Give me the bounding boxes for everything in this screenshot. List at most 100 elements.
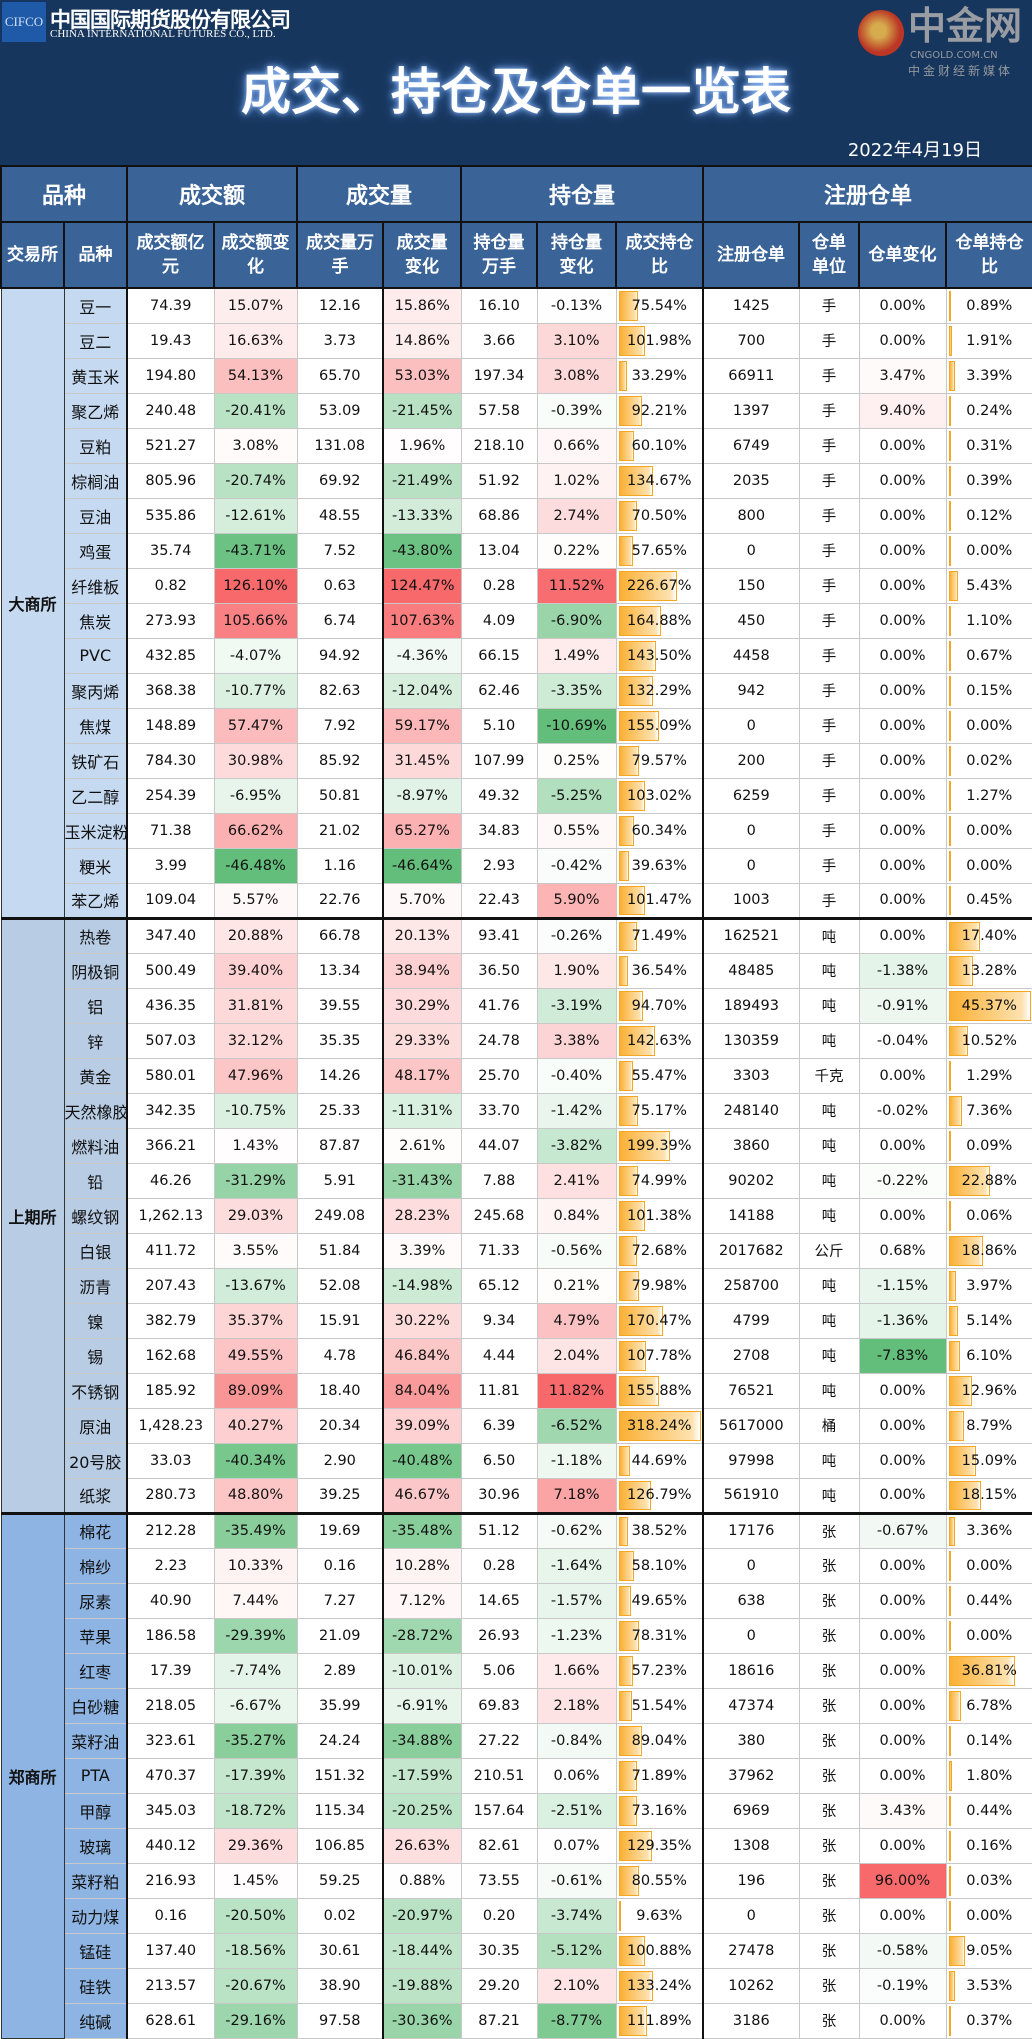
variety-name: 纯碱 <box>63 2002 129 2039</box>
cell-成交额变化: 20.88% <box>213 916 298 954</box>
cell-成交额亿元: 213.57 <box>126 1967 215 2004</box>
cell-成交额变化: 105.66% <box>213 602 298 639</box>
cell-注册仓单: 942 <box>702 672 800 709</box>
cell-成交量万手: 20.34 <box>296 1407 385 1444</box>
data-bar <box>948 1305 958 1336</box>
data-bar <box>948 1410 965 1441</box>
data-bar-value: 78.31% <box>631 1627 687 1644</box>
cell-仓单持仓比: 0.39% <box>945 462 1032 499</box>
cell-仓单变化: 0.00% <box>858 882 947 919</box>
cell-持仓量万手: 41.76 <box>460 987 538 1024</box>
data-bar <box>618 675 653 706</box>
cell-成交持仓比: 38.52% <box>615 1511 705 1549</box>
cell-仓单持仓比: 1.27% <box>945 777 1032 814</box>
cell-成交额亿元: 521.27 <box>126 427 215 464</box>
cell-成交额亿元: 1,262.13 <box>126 1197 215 1234</box>
variety-name: 甲醇 <box>63 1792 129 1829</box>
table-row: 锌 507.03 32.12% 35.35 29.33% 24.78 3.38% 142.63… <box>1 1022 1032 1059</box>
cell-成交量万手: 35.35 <box>296 1022 385 1059</box>
cell-注册仓单: 0 <box>702 1617 800 1654</box>
data-bar <box>948 465 951 496</box>
data-bar <box>618 1865 640 1896</box>
cell-成交持仓比: 33.29% <box>615 357 705 394</box>
group-header-variety: 品种 <box>0 165 129 223</box>
cell-持仓量变化: -8.77% <box>536 2002 617 2039</box>
cell-成交量万手: 15.91 <box>296 1302 385 1339</box>
cell-仓单单位: 手 <box>798 392 860 429</box>
data-bar <box>618 1516 629 1546</box>
cell-成交量变化: 10.28% <box>382 1547 462 1584</box>
cell-注册仓单: 18616 <box>702 1652 800 1689</box>
cell-成交量变化: -4.36% <box>382 637 462 674</box>
data-bar <box>948 1480 982 1510</box>
cell-仓单单位: 张 <box>798 1722 860 1759</box>
cell-仓单变化: -0.22% <box>858 1162 947 1199</box>
data-bar-value: 94.70% <box>631 997 687 1014</box>
cell-仓单持仓比: 6.10% <box>945 1337 1032 1374</box>
cell-成交额亿元: 33.03 <box>126 1442 215 1479</box>
variety-name: 乙二醇 <box>63 777 129 814</box>
cell-成交持仓比: 100.88% <box>615 1932 705 1969</box>
cell-持仓量变化: -0.40% <box>536 1057 617 1094</box>
cell-成交额变化: -40.34% <box>213 1442 298 1479</box>
cell-仓单持仓比: 10.52% <box>945 1022 1032 1059</box>
variety-name: 黄金 <box>63 1057 129 1094</box>
cell-仓单持仓比: 0.14% <box>945 1722 1032 1759</box>
cell-成交持仓比: 57.23% <box>615 1652 705 1689</box>
cell-仓单单位: 手 <box>798 707 860 744</box>
cell-成交量万手: 115.34 <box>296 1792 385 1829</box>
data-bar-value: 33.29% <box>631 367 687 384</box>
data-bar-value: 71.49% <box>631 928 687 944</box>
variety-name: 白砂糖 <box>63 1687 129 1724</box>
cell-成交量万手: 39.25 <box>296 1477 385 1514</box>
data-bar <box>948 1900 951 1931</box>
cell-仓单单位: 张 <box>798 1967 860 2004</box>
cell-仓单持仓比: 18.86% <box>945 1232 1032 1269</box>
cell-成交持仓比: 126.79% <box>615 1477 705 1514</box>
cell-持仓量变化: -0.62% <box>536 1511 617 1549</box>
cell-成交持仓比: 142.63% <box>615 1022 705 1059</box>
cell-仓单持仓比: 13.28% <box>945 952 1032 989</box>
cell-仓单单位: 张 <box>798 1687 860 1724</box>
cell-成交持仓比: 318.24% <box>615 1407 705 1444</box>
cell-成交量万手: 2.89 <box>296 1652 385 1689</box>
cell-仓单持仓比: 22.88% <box>945 1162 1032 1199</box>
variety-name: 棉花 <box>63 1511 129 1549</box>
cell-成交额变化: 57.47% <box>213 707 298 744</box>
data-bar <box>618 1795 638 1826</box>
variety-name: 聚乙烯 <box>63 392 129 429</box>
cell-持仓量变化: -1.18% <box>536 1442 617 1479</box>
table-row: 聚乙烯 240.48 -20.41% 53.09 -21.45% 57.58 -0.39% 9… <box>1 392 1032 429</box>
table-row: 铁矿石 784.30 30.98% 85.92 31.45% 107.99 0.25% 79.… <box>1 742 1032 779</box>
cell-成交量万手: 13.34 <box>296 952 385 989</box>
cell-仓单单位: 张 <box>798 1652 860 1689</box>
cell-成交量变化: 124.47% <box>382 567 462 604</box>
cell-仓单单位: 张 <box>798 1792 860 1829</box>
cell-仓单持仓比: 18.15% <box>945 1477 1032 1514</box>
cell-成交持仓比: 39.63% <box>615 847 705 884</box>
cell-成交额亿元: 185.92 <box>126 1372 215 1409</box>
cell-成交量万手: 82.63 <box>296 672 385 709</box>
cell-持仓量万手: 0.28 <box>460 567 538 604</box>
cell-仓单变化: 9.40% <box>858 392 947 429</box>
data-bar <box>948 535 951 566</box>
cell-注册仓单: 2708 <box>702 1337 800 1374</box>
data-bar <box>618 2005 648 2036</box>
cell-成交持仓比: 143.50% <box>615 637 705 674</box>
cell-注册仓单: 561910 <box>702 1477 800 1514</box>
table-row: 大商所 豆一 74.39 15.07% 12.16 15.86% 16.10 -0.13% 75… <box>0 287 1032 919</box>
table-row: 郑商所 棉花 212.28 -35.49% 19.69 -35.48% 51.12 -0.62… <box>0 1511 1032 2039</box>
cell-成交量万手: 0.02 <box>296 1897 385 1934</box>
data-bar <box>618 955 628 986</box>
cell-仓单持仓比: 0.06% <box>945 1197 1032 1234</box>
cell-持仓量万手: 6.39 <box>460 1407 538 1444</box>
variety-name: PVC <box>63 637 129 674</box>
cell-仓单变化: 0.00% <box>858 1897 947 1934</box>
cell-持仓量万手: 30.96 <box>460 1477 538 1514</box>
data-bar <box>618 360 628 391</box>
cell-持仓量万手: 2.93 <box>460 847 538 884</box>
group-header-turnover: 成交额 <box>126 165 299 223</box>
cell-成交额变化: 40.27% <box>213 1407 298 1444</box>
cell-成交额亿元: 74.39 <box>126 287 215 324</box>
cell-注册仓单: 1397 <box>702 392 800 429</box>
